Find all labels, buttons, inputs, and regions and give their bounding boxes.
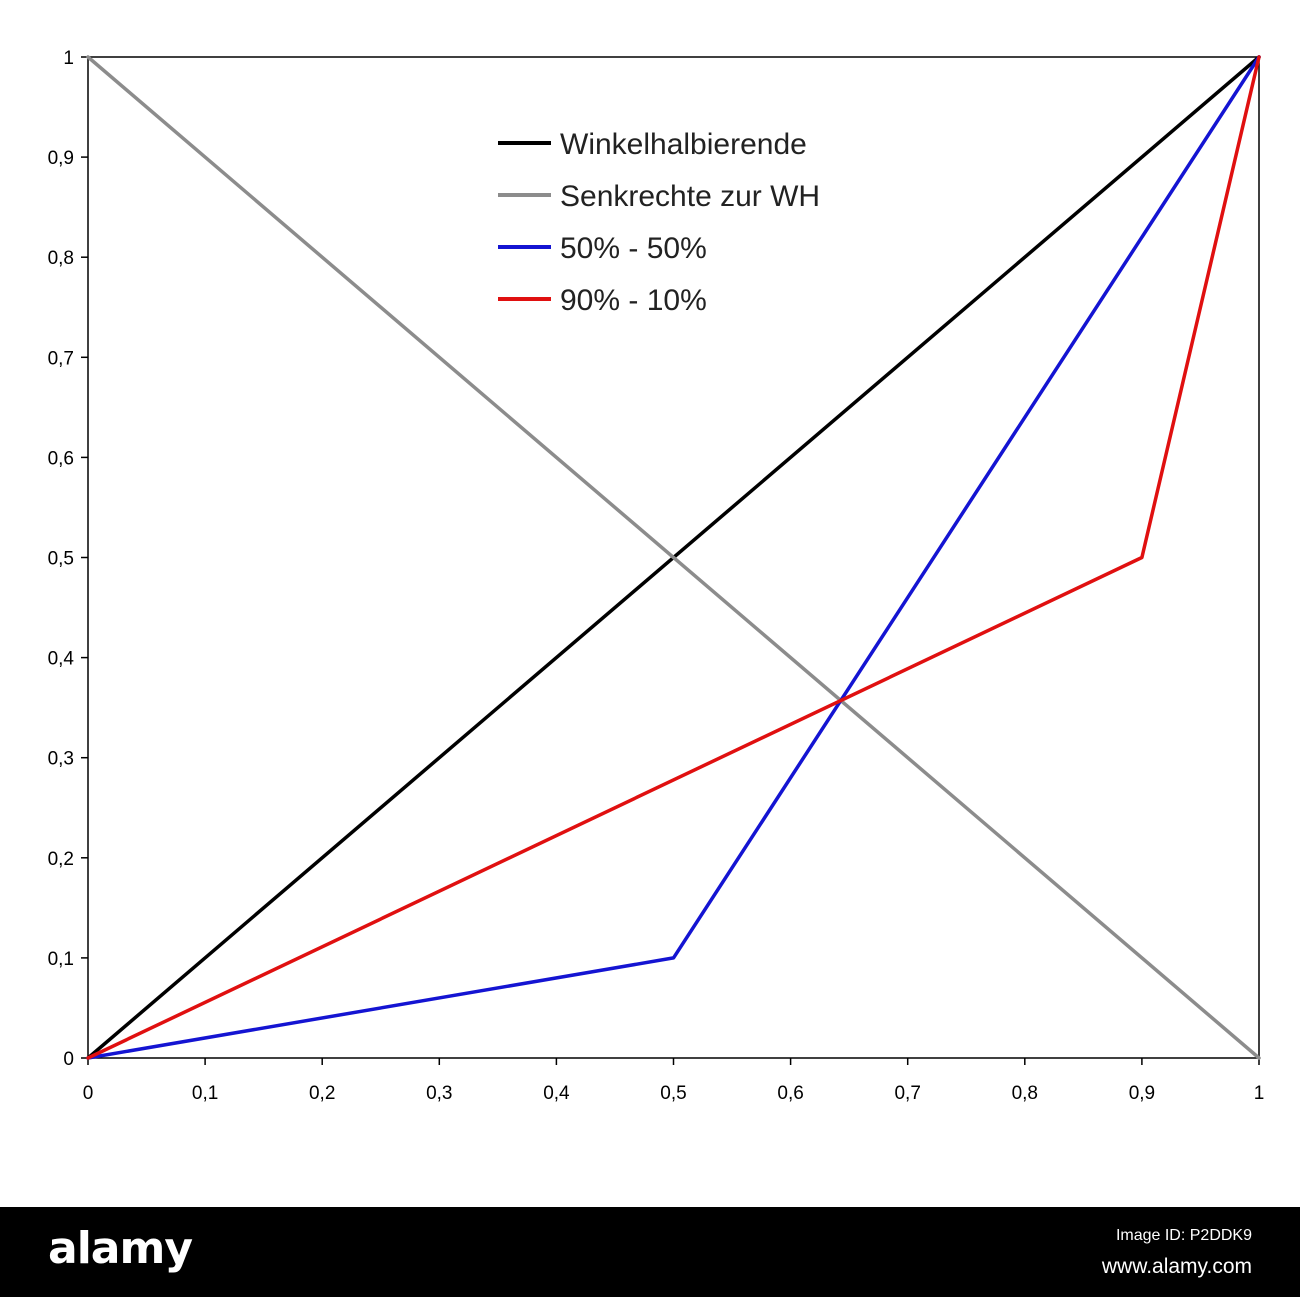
x-tick-label: 0: [83, 1083, 94, 1104]
y-tick-label: 0,7: [48, 348, 74, 369]
y-tick-label: 0,3: [48, 749, 74, 770]
legend-label: 50% - 50%: [560, 232, 707, 265]
x-tick-label: 0,9: [1129, 1083, 1155, 1104]
x-tick-label: 0,3: [426, 1083, 452, 1104]
series-line-90-10: [86, 55, 1261, 1060]
y-tick-label: 0,5: [48, 549, 74, 570]
legend-label: Winkelhalbierende: [560, 128, 807, 161]
alamy-logo: alamy: [48, 1223, 193, 1274]
x-axis: 0 0,1 0,2 0,3 0,4 0,5 0,6 0,7 0,8 0,9 1: [83, 1058, 1265, 1104]
x-tick-label: 0,6: [777, 1083, 803, 1104]
x-tick-label: 0,7: [894, 1083, 920, 1104]
legend-label: Senkrechte zur WH: [560, 180, 820, 213]
series-line-50-50: [86, 55, 1261, 1060]
legend: Winkelhalbierende Senkrechte zur WH 50% - …: [498, 128, 820, 317]
y-tick-label: 0,4: [48, 649, 75, 670]
y-tick-label: 0: [63, 1049, 74, 1070]
y-tick-label: 0,9: [48, 148, 74, 169]
site-url: www.alamy.com: [1101, 1255, 1252, 1278]
y-tick-label: 0,8: [48, 248, 74, 269]
x-tick-label: 0,5: [660, 1083, 686, 1104]
image-reference: Image ID: P2DDK9 www.alamy.com: [1102, 1227, 1252, 1279]
y-tick-label: 1: [63, 48, 74, 69]
y-tick-label: 0,1: [48, 949, 74, 970]
legend-label: 90% - 10%: [560, 284, 707, 317]
series-lines: [86, 55, 1261, 1060]
y-tick-label: 0,6: [48, 448, 74, 469]
footer-bar: alamy Image ID: P2DDK9 www.alamy.com: [0, 1207, 1300, 1297]
x-tick-label: 0,4: [543, 1083, 570, 1104]
x-tick-label: 1: [1254, 1083, 1265, 1104]
image-id: Image ID: P2DDK9: [1115, 1227, 1252, 1244]
x-tick-label: 0,8: [1012, 1083, 1038, 1104]
y-axis: 0 0,1 0,2 0,3 0,4 0,5 0,6 0,7 0,8 0,9 1: [48, 48, 88, 1070]
y-tick-label: 0,2: [48, 849, 74, 870]
series-line-senkrechte-zur-wh: [86, 55, 1261, 1060]
x-tick-label: 0,1: [192, 1083, 218, 1104]
x-tick-label: 0,2: [309, 1083, 335, 1104]
line-chart: 0 0,1 0,2 0,3 0,4 0,5 0,6 0,7 0,8 0,9 1 0 0,1 0,2 0,3…: [48, 48, 1265, 1104]
